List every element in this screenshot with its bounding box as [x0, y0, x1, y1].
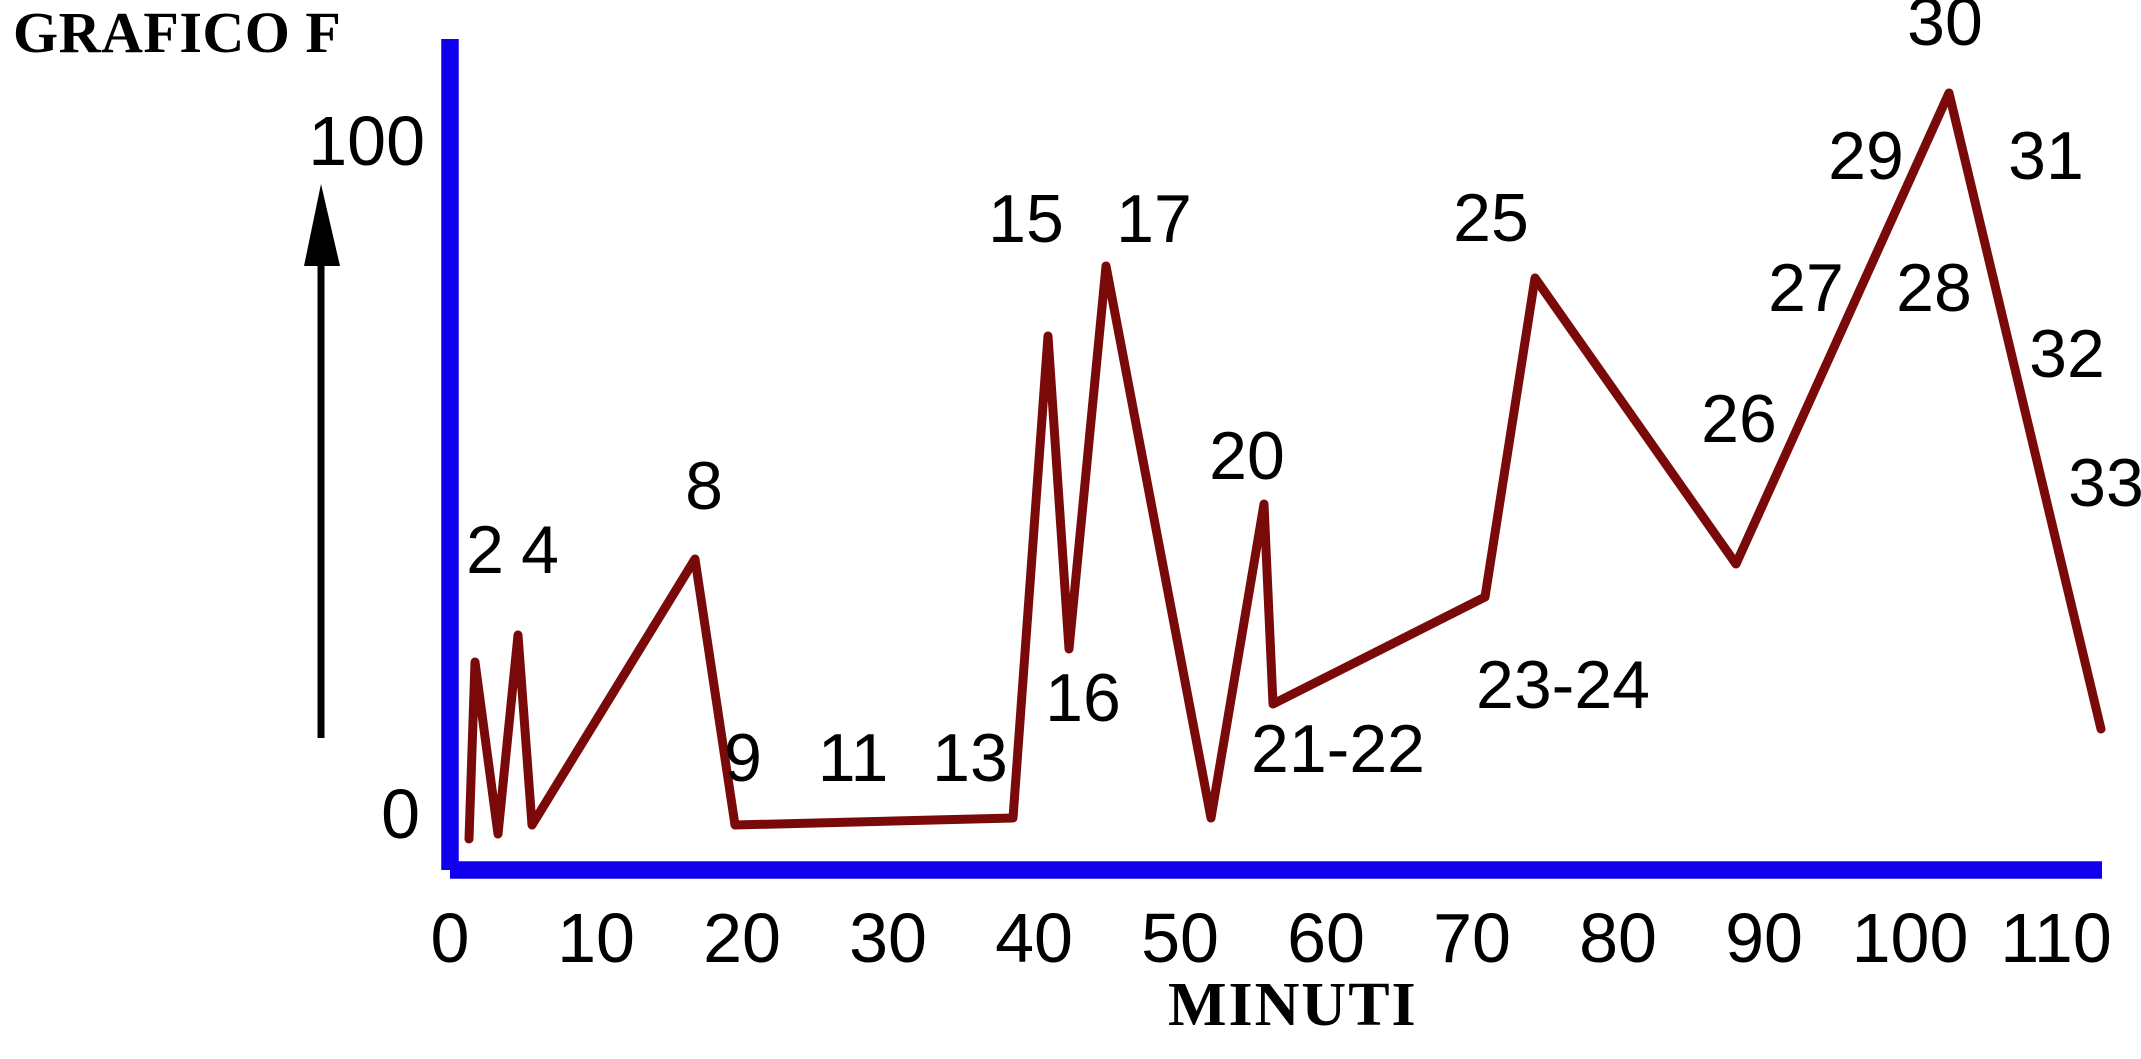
- svg-text:21-22: 21-22: [1251, 711, 1425, 787]
- svg-text:13: 13: [932, 720, 1008, 796]
- svg-text:30: 30: [1907, 0, 1983, 60]
- svg-text:20: 20: [1209, 418, 1285, 494]
- svg-text:29: 29: [1828, 118, 1904, 194]
- svg-text:40: 40: [995, 899, 1073, 977]
- svg-text:17: 17: [1116, 181, 1192, 257]
- svg-text:8: 8: [685, 448, 723, 524]
- svg-text:28: 28: [1896, 250, 1972, 326]
- svg-text:33: 33: [2068, 445, 2141, 521]
- svg-text:31: 31: [2008, 118, 2084, 194]
- svg-text:70: 70: [1433, 899, 1511, 977]
- svg-text:90: 90: [1725, 899, 1803, 977]
- svg-text:16: 16: [1045, 660, 1121, 736]
- svg-text:25: 25: [1453, 180, 1529, 256]
- svg-text:27: 27: [1768, 250, 1844, 326]
- svg-text:9: 9: [724, 720, 762, 796]
- svg-text:30: 30: [849, 899, 927, 977]
- svg-text:26: 26: [1701, 381, 1777, 457]
- svg-text:4: 4: [521, 512, 559, 588]
- svg-text:0: 0: [381, 775, 420, 853]
- svg-text:100: 100: [308, 102, 425, 180]
- svg-text:100: 100: [1852, 899, 1969, 977]
- svg-text:23-24: 23-24: [1476, 647, 1650, 723]
- svg-text:20: 20: [703, 899, 781, 977]
- svg-text:110: 110: [2000, 899, 2112, 977]
- svg-text:50: 50: [1141, 899, 1219, 977]
- svg-text:32: 32: [2029, 316, 2105, 392]
- svg-text:0: 0: [431, 899, 470, 977]
- svg-text:10: 10: [557, 899, 635, 977]
- svg-text:80: 80: [1579, 899, 1657, 977]
- svg-text:15: 15: [988, 181, 1064, 257]
- svg-text:2: 2: [466, 512, 504, 588]
- svg-text:60: 60: [1287, 899, 1365, 977]
- svg-text:11: 11: [818, 720, 889, 796]
